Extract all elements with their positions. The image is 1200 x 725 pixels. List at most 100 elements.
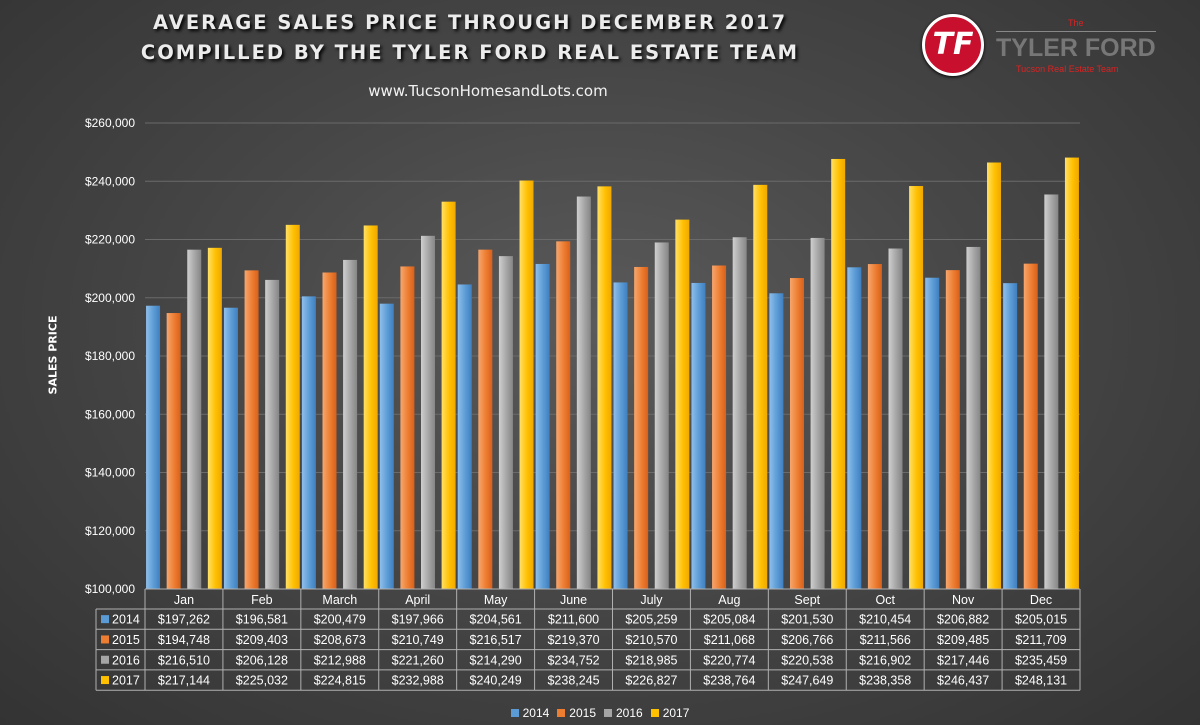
bar-2017-june bbox=[597, 186, 612, 589]
bar-2017-dec bbox=[1064, 157, 1079, 589]
table-cell: $235,459 bbox=[1015, 653, 1067, 667]
table-cell: $206,766 bbox=[781, 633, 833, 647]
table-cell: $210,570 bbox=[625, 633, 677, 647]
table-row-header: 2016 bbox=[112, 653, 140, 667]
table-cell: $219,370 bbox=[547, 633, 599, 647]
table-cell: $238,245 bbox=[547, 674, 599, 688]
bar-2016-sept bbox=[810, 237, 825, 589]
bar-2016-nov bbox=[966, 246, 981, 589]
logo-the: The bbox=[1068, 18, 1084, 28]
table-cell: $205,015 bbox=[1015, 613, 1067, 627]
y-tick-label: $120,000 bbox=[85, 524, 135, 538]
legend-swatch bbox=[604, 709, 612, 717]
bar-2015-july bbox=[634, 266, 649, 589]
website-url: www.TucsonHomesandLots.com bbox=[368, 82, 608, 100]
table-cell: $218,985 bbox=[625, 653, 677, 667]
bar-2015-may bbox=[478, 249, 493, 590]
table-cell: $224,815 bbox=[314, 674, 366, 688]
table-row-header: 2017 bbox=[112, 674, 140, 688]
legend-key-2015 bbox=[101, 635, 109, 644]
bar-2015-sept bbox=[789, 278, 804, 589]
legend-swatch bbox=[557, 709, 566, 717]
chart-title-line-2: COMPILLED BY THE TYLER FORD REAL ESTATE … bbox=[140, 41, 800, 64]
chart-title-line-1: AVERAGE SALES PRICE THROUGH DECEMBER 201… bbox=[152, 11, 788, 34]
bar-2017-july bbox=[675, 219, 690, 589]
table-cell: $246,437 bbox=[937, 674, 989, 688]
table-cell: $234,752 bbox=[547, 653, 599, 667]
bar-2016-april bbox=[421, 235, 436, 589]
legend-item-2015: 2015 bbox=[557, 706, 596, 720]
chart-legend: 2014 2015 2016 2017 bbox=[0, 706, 1200, 720]
table-cell: $216,517 bbox=[470, 633, 522, 647]
table-cell: $204,561 bbox=[470, 613, 522, 627]
y-tick-label: $180,000 bbox=[85, 349, 135, 363]
table-cell: $201,530 bbox=[781, 613, 833, 627]
table-cell: $209,403 bbox=[236, 633, 288, 647]
y-tick-label: $100,000 bbox=[85, 582, 135, 596]
bar-2016-aug bbox=[732, 237, 747, 589]
bar-2014-march bbox=[301, 296, 316, 589]
bar-2015-june bbox=[556, 241, 571, 589]
table-row-header: 2015 bbox=[112, 633, 140, 647]
x-tick-label: Jan bbox=[174, 593, 194, 607]
legend-label: 2014 bbox=[522, 706, 550, 720]
bar-2014-oct bbox=[847, 267, 862, 589]
table-cell: $206,882 bbox=[937, 613, 989, 627]
table-cell: $208,673 bbox=[314, 633, 366, 647]
table-cell: $212,988 bbox=[314, 653, 366, 667]
bar-2016-jan bbox=[187, 249, 202, 590]
bar-2017-nov bbox=[987, 162, 1002, 589]
table-cell: $211,566 bbox=[860, 633, 911, 647]
bar-2015-dec bbox=[1023, 263, 1038, 589]
bar-2017-jan bbox=[207, 247, 222, 589]
bar-2014-april bbox=[379, 303, 394, 589]
bar-2017-feb bbox=[285, 224, 300, 589]
table-cell: $200,479 bbox=[314, 613, 366, 627]
table-cell: $216,510 bbox=[158, 653, 210, 667]
legend-key-2014 bbox=[101, 615, 109, 624]
bar-2017-april bbox=[441, 201, 456, 589]
table-cell: $240,249 bbox=[470, 674, 522, 688]
legend-item-2014: 2014 bbox=[510, 706, 550, 720]
bar-2016-may bbox=[498, 256, 513, 589]
table-cell: $217,446 bbox=[937, 653, 989, 667]
bar-2015-aug bbox=[712, 265, 727, 589]
table-cell: $238,358 bbox=[859, 674, 911, 688]
x-tick-label: Aug bbox=[718, 593, 740, 607]
legend-key-2017 bbox=[101, 676, 109, 685]
table-cell: $211,600 bbox=[548, 613, 599, 627]
y-tick-label: $160,000 bbox=[85, 407, 135, 421]
table-cell: $214,290 bbox=[470, 653, 522, 667]
table-cell: $220,774 bbox=[703, 653, 755, 667]
legend-item-2016: 2016 bbox=[604, 706, 643, 720]
bar-2015-nov bbox=[945, 270, 960, 589]
bar-2014-jan bbox=[146, 305, 161, 589]
table-cell: $247,649 bbox=[781, 674, 833, 688]
y-tick-label: $260,000 bbox=[85, 116, 135, 130]
bar-2017-oct bbox=[909, 186, 924, 589]
logo-name: TYLER FORD bbox=[996, 34, 1156, 62]
table-cell: $205,259 bbox=[625, 613, 677, 627]
table-cell: $197,966 bbox=[392, 613, 444, 627]
table-cell: $210,749 bbox=[392, 633, 444, 647]
bar-2017-aug bbox=[753, 184, 768, 589]
bar-2014-dec bbox=[1003, 283, 1018, 589]
table-cell: $216,902 bbox=[859, 653, 911, 667]
table-cell: $226,827 bbox=[625, 674, 677, 688]
bar-2014-feb bbox=[223, 307, 238, 589]
x-tick-label: Sept bbox=[794, 593, 820, 607]
x-tick-label: July bbox=[640, 593, 663, 607]
bar-2014-june bbox=[535, 263, 550, 589]
table-cell: $210,454 bbox=[859, 613, 911, 627]
legend-item-2017: 2017 bbox=[650, 706, 689, 720]
table-cell: $194,748 bbox=[158, 633, 210, 647]
bar-2016-july bbox=[654, 242, 669, 590]
bar-2014-may bbox=[457, 284, 472, 589]
legend-swatch bbox=[650, 709, 659, 717]
x-tick-label: April bbox=[405, 593, 430, 607]
table-cell: $220,538 bbox=[781, 653, 833, 667]
y-tick-label: $140,000 bbox=[85, 466, 135, 480]
table-cell: $225,032 bbox=[236, 674, 288, 688]
bar-2015-jan bbox=[166, 313, 181, 589]
bar-2016-feb bbox=[265, 279, 280, 589]
